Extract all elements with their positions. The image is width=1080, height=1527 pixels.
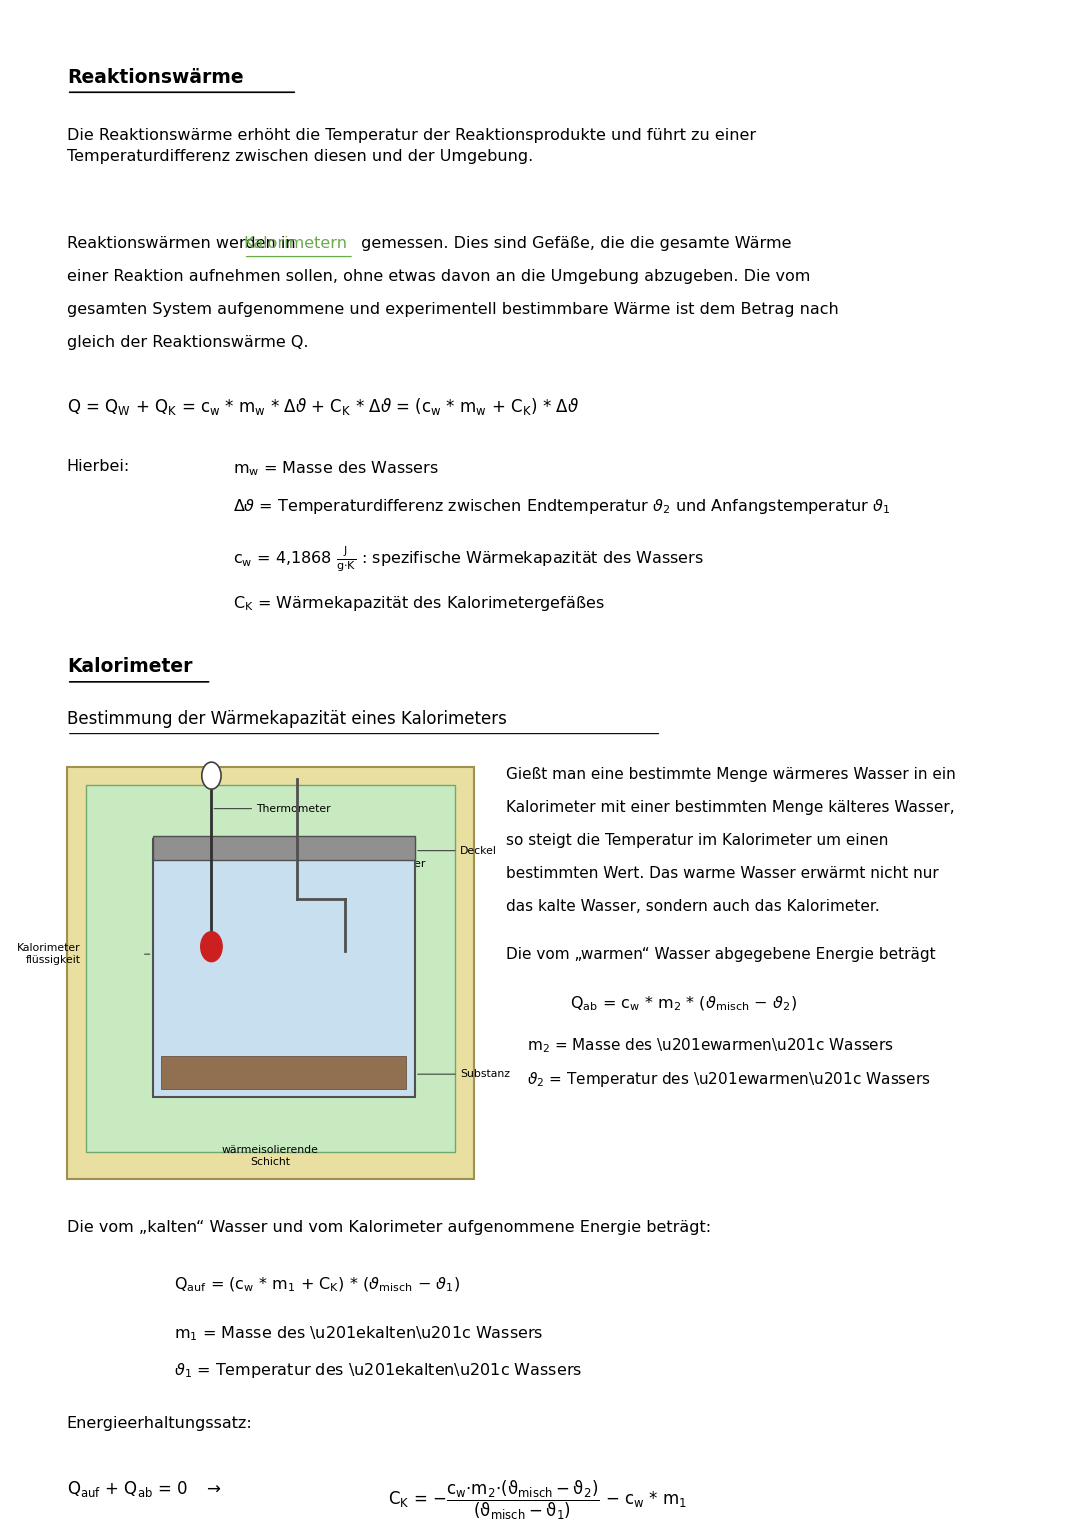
Circle shape — [202, 762, 221, 789]
Text: m$_\mathregular{2}$ = Masse des \u201ewarmen\u201c Wassers: m$_\mathregular{2}$ = Masse des \u201ewa… — [527, 1037, 894, 1055]
Text: Thermometer: Thermometer — [256, 803, 332, 814]
Text: Q$_\mathregular{ab}$ = c$_\mathregular{w}$ * m$_\mathregular{2}$ * ($\vartheta$$: Q$_\mathregular{ab}$ = c$_\mathregular{w… — [570, 994, 797, 1012]
FancyBboxPatch shape — [152, 835, 415, 860]
Text: c$_\mathregular{w}$ = 4,1868 $\frac{\mathregular{J}}{\mathregular{g{\cdot}K}}$ :: c$_\mathregular{w}$ = 4,1868 $\frac{\mat… — [233, 545, 704, 574]
Text: Kalorimetern: Kalorimetern — [244, 235, 348, 250]
Text: einer Reaktion aufnehmen sollen, ohne etwas davon an die Umgebung abzugeben. Die: einer Reaktion aufnehmen sollen, ohne et… — [67, 269, 810, 284]
Text: Energieerhaltungssatz:: Energieerhaltungssatz: — [67, 1416, 253, 1431]
Text: Substanz: Substanz — [460, 1069, 510, 1080]
Text: $\Delta\vartheta$ = Temperaturdifferenz zwischen Endtemperatur $\vartheta$$_\mat: $\Delta\vartheta$ = Temperaturdifferenz … — [233, 496, 890, 516]
Text: gemessen. Dies sind Gefäße, die die gesamte Wärme: gemessen. Dies sind Gefäße, die die gesa… — [356, 235, 792, 250]
FancyBboxPatch shape — [152, 838, 415, 1096]
FancyBboxPatch shape — [67, 767, 474, 1179]
Text: $\vartheta$$_\mathregular{2}$ = Temperatur des \u201ewarmen\u201c Wassers: $\vartheta$$_\mathregular{2}$ = Temperat… — [527, 1070, 931, 1089]
Text: gesamten System aufgenommene und experimentell bestimmbare Wärme ist dem Betrag : gesamten System aufgenommene und experim… — [67, 301, 838, 316]
Text: Rührer: Rührer — [390, 860, 427, 869]
Text: wärmeisolierende
Schicht: wärmeisolierende Schicht — [221, 1145, 319, 1167]
Text: Reaktionswärmen werden in: Reaktionswärmen werden in — [67, 235, 300, 250]
Text: Bestimmung der Wärmekapazität eines Kalorimeters: Bestimmung der Wärmekapazität eines Kalo… — [67, 710, 507, 728]
Text: Gießt man eine bestimmte Menge wärmeres Wasser in ein: Gießt man eine bestimmte Menge wärmeres … — [507, 767, 956, 782]
Text: Hierbei:: Hierbei: — [67, 460, 130, 473]
Text: Q = Q$_\mathregular{W}$ + Q$_\mathregular{K}$ = c$_\mathregular{w}$ * m$_\mathre: Q = Q$_\mathregular{W}$ + Q$_\mathregula… — [67, 395, 579, 417]
Text: C$_\mathregular{K}$ = Wärmekapazität des Kalorimetergefäßes: C$_\mathregular{K}$ = Wärmekapazität des… — [233, 594, 605, 614]
Text: Deckel: Deckel — [460, 846, 497, 855]
Text: Die Reaktionswärme erhöht die Temperatur der Reaktionsprodukte und führt zu eine: Die Reaktionswärme erhöht die Temperatur… — [67, 128, 756, 163]
Text: Kalorimeter
flüssigkeit: Kalorimeter flüssigkeit — [17, 944, 81, 965]
Text: Kalorimeter mit einer bestimmten Menge kälteres Wasser,: Kalorimeter mit einer bestimmten Menge k… — [507, 800, 955, 814]
Text: Q$_\mathregular{auf}$ = (c$_\mathregular{w}$ * m$_\mathregular{1}$ + C$_\mathreg: Q$_\mathregular{auf}$ = (c$_\mathregular… — [174, 1275, 460, 1293]
Text: Die vom „kalten“ Wasser und vom Kalorimeter aufgenommene Energie beträgt:: Die vom „kalten“ Wasser und vom Kalorime… — [67, 1220, 711, 1235]
Text: Q$_\mathregular{auf}$ + Q$_\mathregular{ab}$ = 0   $\rightarrow$: Q$_\mathregular{auf}$ + Q$_\mathregular{… — [67, 1480, 221, 1500]
Text: Kalorimeter: Kalorimeter — [67, 657, 192, 676]
Text: gleich der Reaktionswärme Q.: gleich der Reaktionswärme Q. — [67, 334, 308, 350]
Circle shape — [201, 931, 222, 962]
Text: m$_\mathregular{w}$ = Masse des Wassers: m$_\mathregular{w}$ = Masse des Wassers — [233, 460, 438, 478]
Text: Reaktionswärme: Reaktionswärme — [67, 67, 243, 87]
Text: Die vom „warmen“ Wasser abgegebene Energie beträgt: Die vom „warmen“ Wasser abgegebene Energ… — [507, 947, 935, 962]
FancyBboxPatch shape — [161, 1057, 406, 1089]
Text: das kalte Wasser, sondern auch das Kalorimeter.: das kalte Wasser, sondern auch das Kalor… — [507, 899, 880, 913]
FancyBboxPatch shape — [86, 785, 455, 1153]
Text: bestimmten Wert. Das warme Wasser erwärmt nicht nur: bestimmten Wert. Das warme Wasser erwärm… — [507, 866, 939, 881]
Text: so steigt die Temperatur im Kalorimeter um einen: so steigt die Temperatur im Kalorimeter … — [507, 832, 889, 847]
Text: $\vartheta$$_\mathregular{1}$ = Temperatur des \u201ekalten\u201c Wassers: $\vartheta$$_\mathregular{1}$ = Temperat… — [174, 1361, 582, 1380]
Text: m$_\mathregular{1}$ = Masse des \u201ekalten\u201c Wassers: m$_\mathregular{1}$ = Masse des \u201eka… — [174, 1325, 543, 1344]
Text: C$_\mathregular{K}$ = $-\dfrac{\mathrm{c_w{\cdot}m_2{\cdot}(\vartheta_{misch}-\v: C$_\mathregular{K}$ = $-\dfrac{\mathrm{c… — [388, 1480, 687, 1522]
